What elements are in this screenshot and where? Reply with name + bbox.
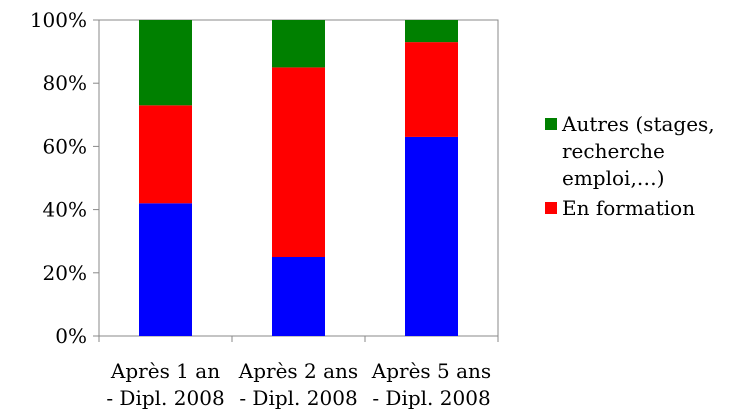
legend-label: Autres (stages, recherche emploi,…) bbox=[561, 112, 715, 190]
legend: Autres (stages, recherche emploi,…) En form… bbox=[545, 112, 715, 220]
bar-segment bbox=[139, 203, 192, 336]
x-category-label-line: - Dipl. 2008 bbox=[372, 386, 490, 410]
x-category-label-line: Après 1 an bbox=[110, 359, 220, 383]
y-tick-label: 100% bbox=[30, 8, 87, 32]
y-tick-label: 0% bbox=[55, 324, 87, 348]
bar-segment bbox=[272, 67, 325, 258]
y-tick-label: 20% bbox=[43, 261, 87, 285]
bar-segment bbox=[405, 20, 458, 43]
bar-segment bbox=[139, 20, 192, 106]
y-tick-label: 40% bbox=[43, 198, 87, 222]
x-category-label-line: Après 2 ans bbox=[238, 359, 358, 383]
legend-label-line: Autres (stages, bbox=[561, 112, 715, 136]
x-category-label-line: - Dipl. 2008 bbox=[106, 386, 224, 410]
y-axis: 0% 20% 40% 60% 80% 100% bbox=[30, 8, 99, 348]
bar-segment bbox=[272, 257, 325, 336]
legend-label-line: En formation bbox=[562, 196, 695, 220]
x-category-label: Après 2 ans - Dipl. 2008 bbox=[238, 359, 358, 410]
x-category-label: Après 1 an - Dipl. 2008 bbox=[106, 359, 224, 410]
y-tick-label: 80% bbox=[43, 71, 87, 95]
bar-segment bbox=[139, 105, 192, 204]
bar-segment bbox=[405, 42, 458, 137]
y-tick-label: 60% bbox=[43, 134, 87, 158]
bars-group bbox=[139, 20, 458, 336]
legend-label-line: recherche bbox=[562, 139, 665, 163]
x-category-label-line: - Dipl. 2008 bbox=[239, 386, 357, 410]
x-category-label: Après 5 ans - Dipl. 2008 bbox=[371, 359, 491, 410]
x-category-label-line: Après 5 ans bbox=[371, 359, 491, 383]
x-axis: Après 1 an - Dipl. 2008 Après 2 ans - Dipl.… bbox=[98, 336, 499, 410]
legend-label: En formation bbox=[562, 196, 695, 220]
bar-segment bbox=[272, 20, 325, 68]
legend-swatch bbox=[545, 118, 557, 130]
bar-segment bbox=[405, 136, 458, 336]
legend-swatch bbox=[545, 202, 557, 214]
legend-label-line: emploi,…) bbox=[562, 166, 665, 190]
